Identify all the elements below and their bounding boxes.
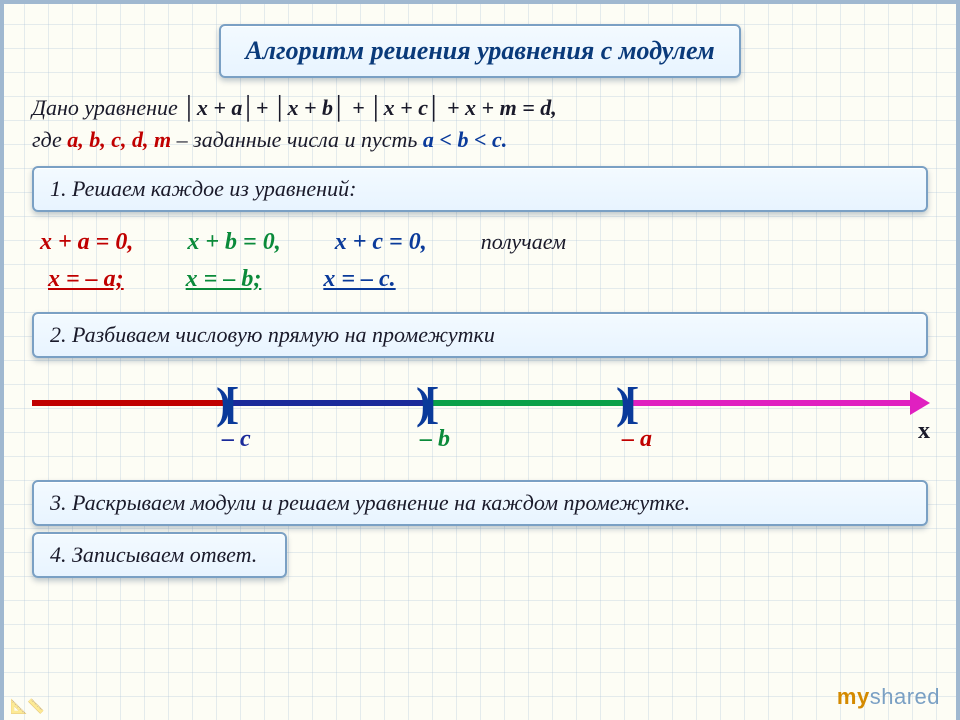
step4-text: 4. Записываем ответ. <box>50 542 257 567</box>
numberline-segment <box>32 400 232 406</box>
eq-r2b: x = – b; <box>186 266 262 292</box>
intro-prefix: Дано уравнение <box>32 95 183 120</box>
intro-where: где <box>32 127 67 152</box>
intro-block: Дано уравнение │x + a│+ │x + b│ + │x + c… <box>32 92 928 156</box>
eq-r1c: x + c = 0, <box>335 229 427 255</box>
title-box: Алгоритм решения уравнения с модулем <box>219 24 740 78</box>
step3-text: 3. Раскрываем модули и решаем уравнение … <box>50 490 690 515</box>
number-line: x )[)[)[– c– b– a <box>32 364 928 474</box>
equations-block: x + a = 0, x + b = 0, x + c = 0, получае… <box>40 224 928 298</box>
intro-cond: a < b < c. <box>423 127 507 152</box>
arrowhead-icon <box>910 391 930 415</box>
eq-r1b: x + b = 0, <box>187 229 280 255</box>
numberline-segment <box>232 400 432 406</box>
numberline-label: – a <box>622 426 652 453</box>
numberline-segment <box>632 400 916 406</box>
eq-tail: получаем <box>481 229 566 254</box>
numberline-label: – b <box>420 426 450 453</box>
step1-text: 1. Решаем каждое из уравнений: <box>50 176 356 201</box>
eq-r2a: x = – a; <box>48 266 124 292</box>
watermark-left: my <box>837 684 870 709</box>
interval-bracket: )[ <box>416 378 433 429</box>
title-text: Алгоритм решения уравнения с модулем <box>245 36 714 65</box>
numberline-label: – c <box>222 426 251 453</box>
eq-r2c: x = – c. <box>323 266 395 292</box>
step2-box: 2. Разбиваем числовую прямую на промежут… <box>32 312 928 358</box>
step3-box: 3. Раскрываем модули и решаем уравнение … <box>32 480 928 526</box>
intro-equation: │x + a│+ │x + b│ + │x + c│ + x + m = d, <box>183 95 556 120</box>
interval-bracket: )[ <box>616 378 633 429</box>
decor-icon: 📐📏 <box>10 699 45 716</box>
intro-mid: – заданные числа и пусть <box>177 127 423 152</box>
step1-box: 1. Решаем каждое из уравнений: <box>32 166 928 212</box>
axis-label: x <box>918 418 930 445</box>
step2-text: 2. Разбиваем числовую прямую на промежут… <box>50 322 495 347</box>
interval-bracket: )[ <box>216 378 233 429</box>
step4-box: 4. Записываем ответ. <box>32 532 287 578</box>
intro-vars: a, b, c, d, m <box>67 127 171 152</box>
watermark: myshared <box>837 684 940 710</box>
numberline-segment <box>432 400 632 406</box>
watermark-right: shared <box>870 684 940 709</box>
eq-r1a: x + a = 0, <box>40 229 133 255</box>
